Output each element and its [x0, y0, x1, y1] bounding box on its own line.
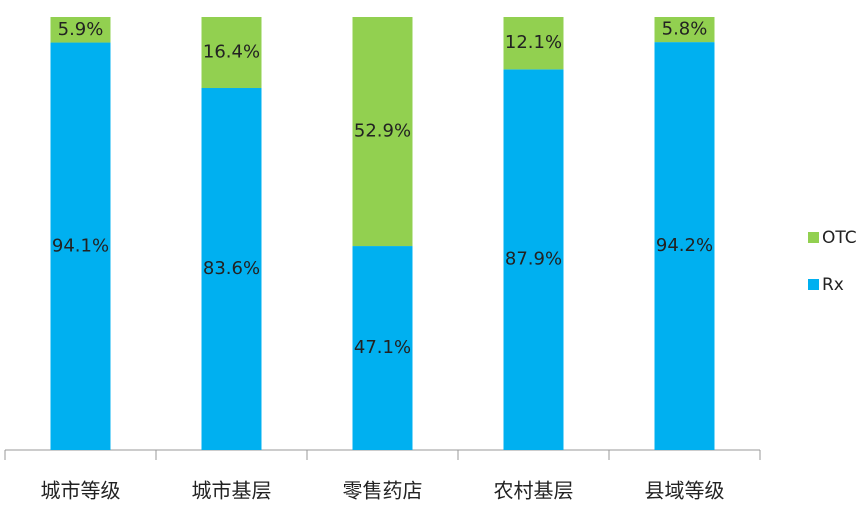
bar-segment: [352, 246, 413, 450]
x-tick-label: 零售药店: [343, 479, 423, 503]
data-label: 87.9%: [505, 249, 562, 270]
data-label: 52.9%: [354, 121, 411, 142]
x-tick-label: 县域等级: [645, 479, 725, 503]
data-label: 83.6%: [203, 258, 260, 279]
legend-label: Rx: [822, 275, 844, 295]
data-label: 16.4%: [203, 42, 260, 63]
bar-segment: [654, 42, 715, 450]
data-label: 47.1%: [354, 337, 411, 358]
bar-segment: [654, 17, 715, 43]
bar-segment: [50, 17, 111, 43]
bar-segment: [503, 17, 564, 70]
data-label: 94.1%: [52, 235, 109, 256]
legend-swatch: [808, 232, 819, 243]
bar-segment: [503, 69, 564, 450]
x-tick-label: 城市基层: [192, 479, 272, 503]
bar-segment: [201, 88, 262, 451]
data-label: 94.2%: [656, 235, 713, 256]
x-tick-label: 农村基层: [494, 479, 574, 503]
bar-segment: [352, 17, 413, 247]
bar-segment: [50, 42, 111, 451]
data-label: 5.8%: [662, 19, 708, 40]
x-tick-label: 城市等级: [41, 479, 121, 503]
legend-swatch: [808, 279, 819, 290]
legend-label: OTC: [822, 228, 857, 248]
data-label: 12.1%: [505, 32, 562, 53]
bar-segment: [201, 17, 262, 89]
data-label: 5.9%: [58, 19, 104, 40]
